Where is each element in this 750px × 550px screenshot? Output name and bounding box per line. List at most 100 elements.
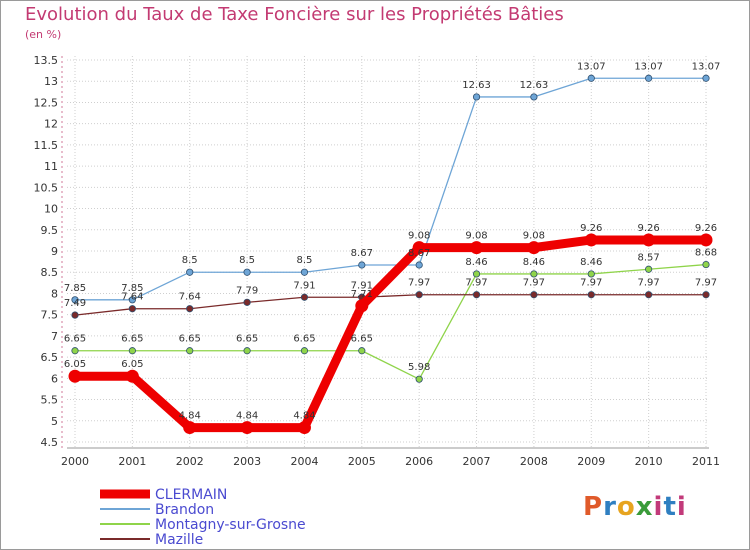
data-label-brandon: 8.5 <box>239 255 255 266</box>
data-label-brandon: 13.07 <box>577 61 606 72</box>
data-point-brandon <box>358 261 366 269</box>
data-point-clermain <box>527 241 541 255</box>
y-tick-label: 6.5 <box>41 351 59 364</box>
y-tick-label: 5.5 <box>41 394 59 407</box>
data-point-brandon <box>128 296 136 304</box>
data-point-mazille <box>702 291 710 299</box>
data-label-montagny-sur-grosne: 6.65 <box>64 334 86 345</box>
data-label-mazille: 7.97 <box>465 278 487 289</box>
data-point-clermain <box>355 299 369 313</box>
data-label-brandon: 8.5 <box>182 255 198 266</box>
grid-lines <box>67 56 709 448</box>
legend-label-clermain: CLERMAIN <box>155 487 227 503</box>
data-label-mazille: 7.97 <box>695 278 717 289</box>
series-line-clermain <box>70 235 711 433</box>
data-label-montagny-sur-grosne: 6.65 <box>121 334 143 345</box>
data-label-brandon: 12.63 <box>462 80 491 91</box>
data-label-montagny-sur-grosne: 6.65 <box>179 334 201 345</box>
data-label-clermain: 6.05 <box>121 359 143 370</box>
data-label-montagny-sur-grosne: 6.65 <box>293 334 315 345</box>
y-tick-label: 9 <box>51 245 58 258</box>
data-label-clermain: 9.08 <box>465 231 487 242</box>
y-tick-label: 7.5 <box>41 309 59 322</box>
data-point-clermain <box>470 241 484 255</box>
data-point-mazille <box>530 291 538 299</box>
x-tick-label: 2008 <box>520 455 548 468</box>
data-point-brandon <box>587 74 595 82</box>
data-point-mazille <box>243 298 251 306</box>
data-label-mazille: 7.97 <box>523 278 545 289</box>
data-point-mazille <box>415 291 423 299</box>
data-label-mazille: 7.97 <box>580 278 602 289</box>
data-point-mazille <box>472 291 481 299</box>
x-tick-label: 2005 <box>348 455 376 468</box>
axes: 4.5 5 5.5 6 6.5 7 7.5 8 8.5 9 9.5 10 10.5 11 11.5 12 12.… <box>34 54 721 468</box>
legend-label-montagny-sur-grosne: Montagny-sur-Grosne <box>155 517 306 533</box>
x-tick-label: 2010 <box>635 455 663 468</box>
data-point-clermain <box>412 241 426 255</box>
data-point-brandon <box>243 268 251 276</box>
y-tick-label: 11 <box>44 160 58 173</box>
data-point-mazille <box>71 311 79 319</box>
x-tick-label: 2003 <box>233 455 261 468</box>
data-point-mazille <box>587 291 595 299</box>
y-tick-label: 12 <box>44 118 58 131</box>
x-tick-label: 2007 <box>463 455 491 468</box>
data-label-clermain: 9.08 <box>408 231 430 242</box>
proxiti-logo: Proxiti <box>583 492 687 522</box>
data-label-montagny-sur-grosne: 6.65 <box>236 334 258 345</box>
data-label-mazille: 7.97 <box>638 278 660 289</box>
data-label-montagny-sur-grosne: 8.68 <box>695 248 717 259</box>
data-point-montagny-sur-grosne <box>186 347 194 355</box>
data-label-brandon: 8.67 <box>408 248 430 259</box>
data-label-clermain: 9.26 <box>580 223 602 234</box>
y-tick-label: 4.5 <box>41 436 59 449</box>
y-tick-label: 12.5 <box>34 96 59 109</box>
y-tick-label: 7 <box>51 330 58 343</box>
series-lines <box>68 74 713 435</box>
data-point-mazille <box>186 305 194 313</box>
data-label-montagny-sur-grosne: 8.46 <box>523 257 545 268</box>
data-point-clermain <box>699 233 713 247</box>
x-tick-label: 2004 <box>290 455 318 468</box>
data-label-clermain: 4.84 <box>236 411 258 422</box>
data-point-montagny-sur-grosne <box>71 347 79 355</box>
data-label-brandon: 13.07 <box>634 61 663 72</box>
series-line-mazille <box>74 294 707 316</box>
data-label-mazille: 7.97 <box>408 278 430 289</box>
data-point-clermain <box>68 369 82 383</box>
data-point-montagny-sur-grosne <box>358 347 366 355</box>
legend: CLERMAINBrandonMontagny-sur-GrosneMazill… <box>100 487 306 548</box>
data-point-clermain <box>240 421 254 435</box>
data-point-brandon <box>415 261 423 269</box>
data-label-mazille: 7.91 <box>293 280 315 291</box>
legend-label-brandon: Brandon <box>155 502 214 518</box>
data-label-clermain: 4.84 <box>179 411 201 422</box>
x-tick-label: 2002 <box>176 455 204 468</box>
data-label-brandon: 8.67 <box>351 248 373 259</box>
y-tick-label: 5 <box>51 415 58 428</box>
data-point-brandon <box>300 268 309 276</box>
x-tick-label: 2011 <box>692 455 720 468</box>
data-labels: 7.85 7.85 8.5 8.5 8.5 8.67 8.67 12.63 12.63 13.07… <box>64 61 720 421</box>
y-tick-label: 11.5 <box>34 139 59 152</box>
data-point-montagny-sur-grosne <box>645 265 653 273</box>
x-tick-label: 2009 <box>577 455 605 468</box>
data-label-mazille: 7.79 <box>236 285 258 296</box>
data-label-mazille: 7.91 <box>351 280 373 291</box>
data-point-montagny-sur-grosne <box>587 270 595 278</box>
data-point-brandon <box>186 268 194 276</box>
data-label-mazille: 7.49 <box>64 298 86 309</box>
data-label-montagny-sur-grosne: 8.46 <box>465 257 487 268</box>
x-tick-label: 2000 <box>61 455 89 468</box>
data-label-clermain: 6.05 <box>64 359 86 370</box>
data-point-clermain <box>125 369 139 383</box>
data-point-montagny-sur-grosne <box>415 375 423 383</box>
y-tick-label: 10.5 <box>34 181 59 194</box>
data-point-brandon <box>645 74 653 82</box>
data-point-clermain <box>183 421 197 435</box>
data-label-brandon: 12.63 <box>520 80 549 91</box>
unit-label: (en %) <box>25 28 62 41</box>
